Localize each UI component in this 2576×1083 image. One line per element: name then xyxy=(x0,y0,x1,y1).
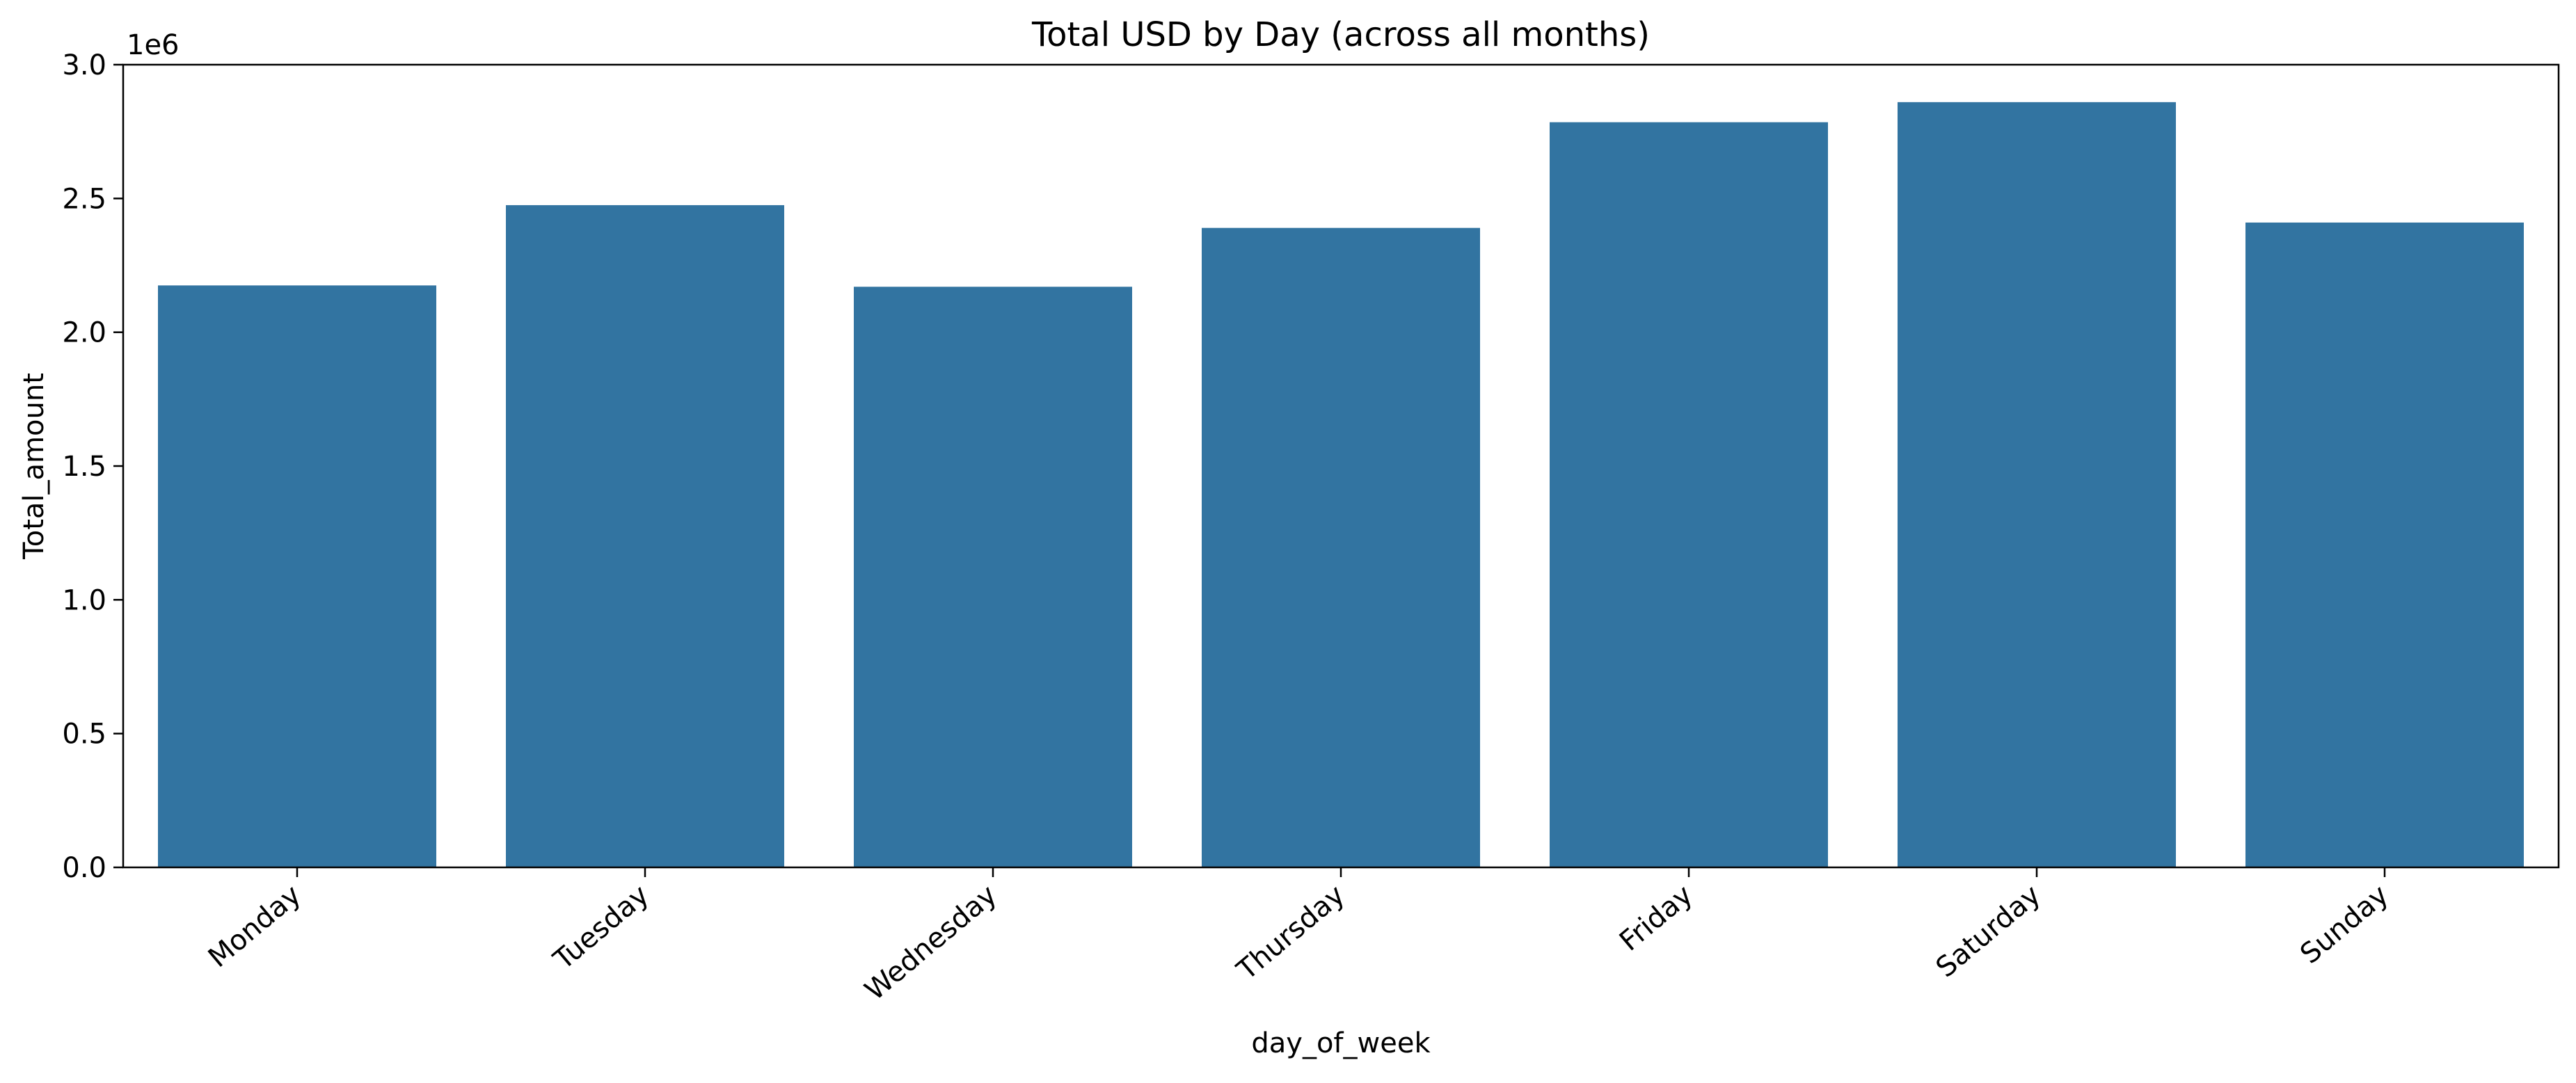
bar-saturday xyxy=(1898,102,2176,868)
y-tick-label: 0.0 xyxy=(62,852,106,884)
x-axis-title: day_of_week xyxy=(1251,1027,1431,1059)
x-tick-label-friday: Friday xyxy=(1614,879,1699,957)
y-axis-ticks: 0.0 0.5 1.0 1.5 2.0 2.5 3.0 xyxy=(62,49,123,884)
x-tick-label-monday: Monday xyxy=(202,879,308,974)
plot-frame xyxy=(122,63,2560,869)
x-axis-ticks: Monday Tuesday Wednesday Thursday Friday Satu… xyxy=(202,867,2394,1007)
bar-thursday xyxy=(1202,227,1480,867)
x-tick-label-tuesday: Tuesday xyxy=(547,879,655,976)
bar-monday xyxy=(158,285,436,868)
bar-friday xyxy=(1550,122,1828,867)
y-tick-label: 2.5 xyxy=(62,183,106,215)
bars-group xyxy=(158,102,2524,868)
x-tick-label-saturday: Saturday xyxy=(1930,879,2047,984)
bar-tuesday xyxy=(506,204,784,867)
y-axis-title: Total_amount xyxy=(18,373,50,560)
y-tick-label: 1.5 xyxy=(62,451,106,483)
y-axis-offset-label: 1e6 xyxy=(127,29,180,61)
y-tick-label: 1.0 xyxy=(62,584,106,616)
chart-title: Total USD by Day (across all months) xyxy=(1031,15,1650,54)
x-tick-label-wednesday: Wednesday xyxy=(859,879,1003,1006)
bar-wednesday xyxy=(854,287,1132,868)
bar-sunday xyxy=(2245,222,2524,867)
y-tick-label: 0.5 xyxy=(62,719,106,751)
x-tick-label-sunday: Sunday xyxy=(2294,879,2394,970)
y-tick-label: 3.0 xyxy=(62,49,106,81)
y-tick-label: 2.0 xyxy=(62,317,106,349)
x-tick-label-thursday: Thursday xyxy=(1231,879,1351,986)
